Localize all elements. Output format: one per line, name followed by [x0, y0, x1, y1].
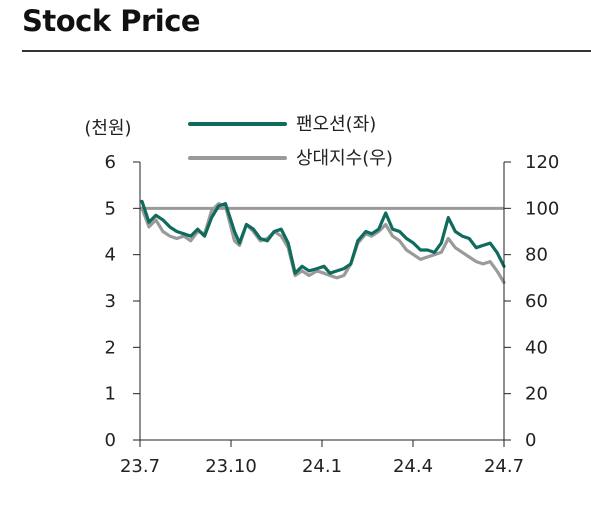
y-right-tick-label: 0 [525, 430, 536, 451]
x-tick-label: 23.10 [205, 456, 257, 477]
y-left-tick-label: 3 [105, 291, 116, 312]
y-left-tick-label: 1 [105, 384, 116, 405]
y-left-tick-label: 6 [105, 152, 116, 173]
y-left-tick-label: 4 [105, 245, 116, 266]
x-tick-label: 23.7 [120, 456, 160, 477]
legend-label-0: 팬오션(좌) [296, 114, 376, 135]
x-tick-label: 24.7 [484, 456, 524, 477]
title-divider [22, 50, 591, 52]
page-title: Stock Price [22, 4, 201, 38]
y-left-tick-label: 2 [105, 337, 116, 358]
x-tick-label: 24.1 [302, 456, 342, 477]
y-left-tick-label: 5 [105, 198, 116, 219]
y-left-unit-label: (천원) [84, 118, 131, 139]
y-right-tick-label: 120 [525, 152, 559, 173]
y-right-tick-label: 80 [525, 245, 548, 266]
y-right-tick-label: 60 [525, 291, 548, 312]
y-right-tick-label: 40 [525, 337, 548, 358]
y-left-tick-label: 0 [105, 430, 116, 451]
legend: 팬오션(좌) 상대지수(우) [188, 114, 393, 169]
series-line-stock-price [140, 199, 506, 275]
legend-label-1: 상대지수(우) [296, 148, 393, 169]
series-line-relative-index [140, 202, 506, 285]
y-right-tick-label: 100 [525, 198, 559, 219]
y-right-tick-label: 20 [525, 384, 548, 405]
series-layer [140, 199, 506, 285]
x-tick-label: 24.4 [393, 456, 433, 477]
